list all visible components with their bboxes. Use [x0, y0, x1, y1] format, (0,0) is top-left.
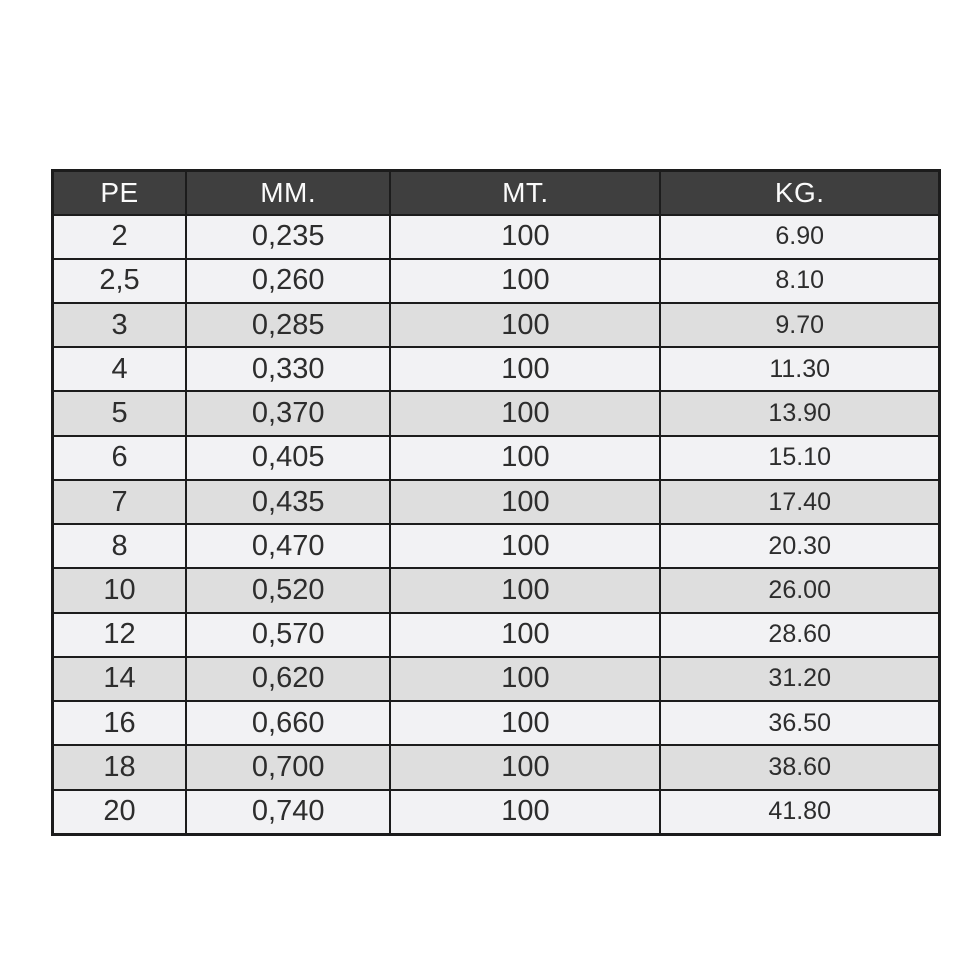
column-header-mt: MT.	[389, 169, 662, 216]
table-cell: 100	[389, 346, 662, 393]
table-row: 14 0,620 100 31.20	[51, 655, 941, 703]
table-cell: 14	[51, 655, 188, 703]
table-cell: 100	[389, 744, 662, 791]
column-header-kg: KG.	[659, 169, 941, 216]
table-cell: 100	[389, 655, 662, 703]
table-cell: 12	[51, 611, 188, 658]
table-cell: 41.80	[659, 788, 941, 836]
table-cell: 0,660	[185, 700, 392, 747]
table-cell: 0,370	[185, 390, 392, 437]
table-cell: 0,620	[185, 655, 392, 703]
table-cell: 9.70	[659, 301, 941, 349]
table-row: 18 0,700 100 38.60	[51, 744, 941, 791]
spec-table-container: PE MM. MT. KG. 2 0,235 100 6.90 2,5 0,260 100 8…	[51, 169, 941, 836]
table-cell: 100	[389, 434, 662, 481]
table-cell: 2,5	[51, 257, 188, 304]
table-cell: 100	[389, 567, 662, 614]
table-cell: 20.30	[659, 523, 941, 570]
table-cell: 28.60	[659, 611, 941, 658]
table-cell: 5	[51, 390, 188, 437]
table-cell: 20	[51, 788, 188, 836]
table-cell: 7	[51, 478, 188, 526]
table-cell: 100	[389, 301, 662, 349]
table-cell: 0,740	[185, 788, 392, 836]
table-cell: 100	[389, 390, 662, 437]
table-cell: 100	[389, 523, 662, 570]
table-cell: 38.60	[659, 744, 941, 791]
table-cell: 0,435	[185, 478, 392, 526]
table-cell: 8	[51, 523, 188, 570]
table-cell: 0,470	[185, 523, 392, 570]
table-cell: 10	[51, 567, 188, 614]
table-header: PE MM. MT. KG.	[51, 169, 941, 216]
header-row: PE MM. MT. KG.	[51, 169, 941, 216]
table-body: 2 0,235 100 6.90 2,5 0,260 100 8.10 3 0,285 100 9.7…	[51, 213, 941, 836]
table-cell: 6	[51, 434, 188, 481]
table-cell: 0,405	[185, 434, 392, 481]
table-row: 7 0,435 100 17.40	[51, 478, 941, 526]
table-cell: 18	[51, 744, 188, 791]
table-cell: 0,260	[185, 257, 392, 304]
table-row: 6 0,405 100 15.10	[51, 434, 941, 481]
table-cell: 100	[389, 478, 662, 526]
table-cell: 0,520	[185, 567, 392, 614]
table-cell: 0,285	[185, 301, 392, 349]
table-row: 8 0,470 100 20.30	[51, 523, 941, 570]
table-cell: 0,235	[185, 213, 392, 260]
table-cell: 26.00	[659, 567, 941, 614]
table-row: 2,5 0,260 100 8.10	[51, 257, 941, 304]
table-cell: 11.30	[659, 346, 941, 393]
table-row: 3 0,285 100 9.70	[51, 301, 941, 349]
table-cell: 17.40	[659, 478, 941, 526]
table-row: 4 0,330 100 11.30	[51, 346, 941, 393]
table-row: 20 0,740 100 41.80	[51, 788, 941, 836]
table-cell: 0,570	[185, 611, 392, 658]
column-header-pe: PE	[51, 169, 188, 216]
table-row: 5 0,370 100 13.90	[51, 390, 941, 437]
table-cell: 3	[51, 301, 188, 349]
table-cell: 100	[389, 788, 662, 836]
table-row: 12 0,570 100 28.60	[51, 611, 941, 658]
table-cell: 6.90	[659, 213, 941, 260]
table-cell: 15.10	[659, 434, 941, 481]
table-cell: 36.50	[659, 700, 941, 747]
table-cell: 8.10	[659, 257, 941, 304]
table-cell: 0,330	[185, 346, 392, 393]
spec-table: PE MM. MT. KG. 2 0,235 100 6.90 2,5 0,260 100 8…	[51, 169, 941, 836]
table-cell: 4	[51, 346, 188, 393]
table-cell: 31.20	[659, 655, 941, 703]
table-cell: 100	[389, 611, 662, 658]
table-row: 16 0,660 100 36.50	[51, 700, 941, 747]
table-cell: 100	[389, 257, 662, 304]
table-row: 10 0,520 100 26.00	[51, 567, 941, 614]
table-cell: 100	[389, 700, 662, 747]
column-header-mm: MM.	[185, 169, 392, 216]
table-cell: 13.90	[659, 390, 941, 437]
table-cell: 16	[51, 700, 188, 747]
table-cell: 2	[51, 213, 188, 260]
table-cell: 100	[389, 213, 662, 260]
table-row: 2 0,235 100 6.90	[51, 213, 941, 260]
table-cell: 0,700	[185, 744, 392, 791]
